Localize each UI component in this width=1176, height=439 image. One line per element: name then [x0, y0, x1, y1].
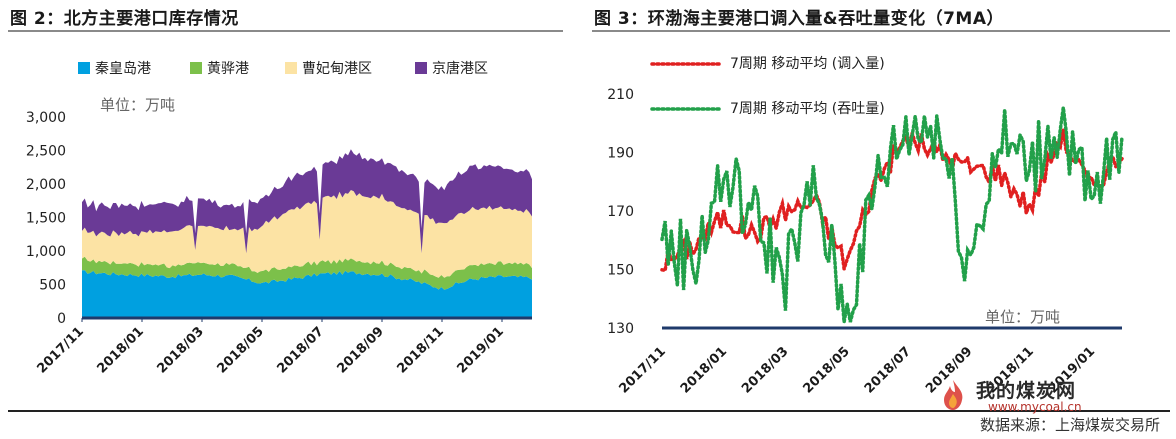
right-xtick-label: 2018/07 — [862, 344, 914, 396]
legend-swatch-caofeidian — [285, 62, 297, 74]
left-xtick-label: 2017/11 — [34, 324, 86, 376]
legend-label-series-2: 7周期 移动平均 (吞吐量) — [730, 101, 885, 117]
left-ytick-label: 1,500 — [26, 211, 66, 227]
left-xtick-label: 2018/03 — [154, 324, 206, 376]
area-series-caofeidian — [82, 190, 532, 278]
area-series-huanghua — [82, 256, 532, 290]
line-series-1 — [660, 129, 1124, 273]
left-xtick-label: 2018/09 — [334, 324, 386, 376]
legend-label-qinhuangdao: 秦皇岛港 — [95, 61, 151, 77]
legend-swatch-huanghua — [190, 62, 202, 74]
right-ytick-label: 150 — [607, 263, 634, 279]
throughput-line-chart: 7周期 移动平均 (调入量) 7周期 移动平均 (吞吐量) 210 190 170 150… — [607, 56, 1124, 397]
left-title-rule — [8, 30, 563, 32]
legend-swatch-qinhuangdao — [78, 62, 90, 74]
left-xtick-label: 2019/01 — [454, 324, 506, 376]
right-xtick-label: 2018/05 — [800, 344, 852, 396]
left-unit-label: 单位：万吨 — [100, 96, 175, 114]
right-xtick-label: 2018/01 — [678, 344, 730, 396]
right-xtick-label: 2018/03 — [739, 344, 791, 396]
left-ytick-label: 0 — [57, 311, 66, 327]
right-unit-label: 单位：万吨 — [985, 308, 1060, 326]
left-chart-title: 图 2：北方主要港口库存情况 — [10, 9, 239, 29]
legend-label-huanghua: 黄骅港 — [207, 60, 249, 77]
flame-logo-icon — [944, 380, 963, 410]
right-title-rule — [592, 30, 1170, 32]
legend-label-jingtang: 京唐港区 — [432, 60, 488, 77]
left-xtick-label: 2018/11 — [394, 324, 446, 376]
left-ytick-label: 1,000 — [26, 244, 66, 260]
left-ytick-label: 500 — [39, 278, 66, 294]
left-xtick-label: 2018/01 — [94, 324, 146, 376]
watermark: 我的煤炭网 www.mycoal.cn — [936, 378, 1164, 414]
legend-swatch-jingtang — [415, 62, 427, 74]
right-chart-title: 图 3：环渤海主要港口调入量&吞吐量变化（7MA） — [594, 9, 1004, 29]
left-xtick-label: 2018/07 — [274, 324, 326, 376]
left-ytick-label: 2,500 — [26, 144, 66, 160]
left-xtick-label: 2018/05 — [214, 324, 266, 376]
bottom-rule — [8, 410, 1170, 412]
watermark-text: 我的煤炭网 — [976, 380, 1077, 402]
right-ytick-label: 190 — [607, 146, 634, 162]
data-source: 数据来源：上海煤炭交易所 — [979, 416, 1160, 434]
left-ytick-label: 2,000 — [26, 177, 66, 193]
area-series-jingtang — [82, 149, 532, 254]
line-series-2 — [660, 107, 1124, 323]
legend-label-series-1: 7周期 移动平均 (调入量) — [730, 56, 885, 72]
area-series-qinhuangdao — [82, 270, 532, 318]
watermark-url: www.mycoal.cn — [988, 400, 1082, 414]
left-ytick-label: 3,000 — [26, 110, 66, 126]
right-ytick-label: 130 — [607, 321, 634, 337]
right-xtick-label: 2017/11 — [616, 344, 668, 396]
right-ytick-label: 170 — [607, 204, 634, 220]
legend-label-caofeidian: 曹妃甸港区 — [302, 61, 372, 77]
right-ytick-label: 210 — [607, 87, 634, 103]
